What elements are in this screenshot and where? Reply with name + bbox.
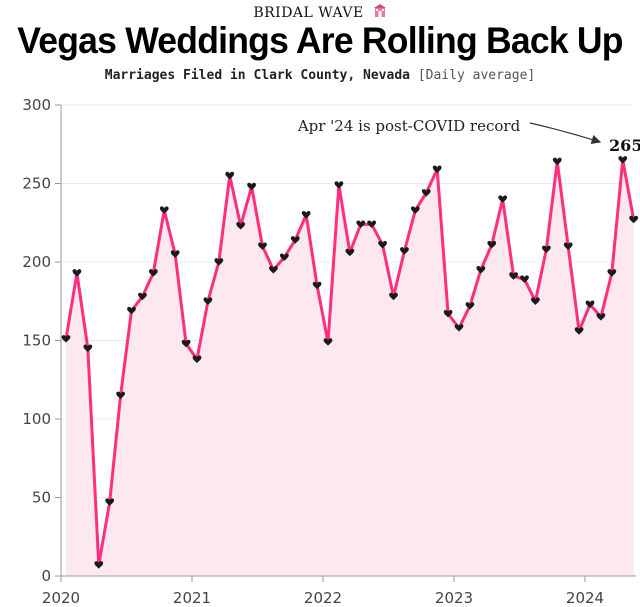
record-value-label: 265 (609, 136, 640, 155)
wedding-chapel-icon (373, 4, 387, 21)
y-tick-label: 200 (22, 253, 51, 271)
heart-marker (181, 339, 191, 348)
heart-marker (127, 306, 136, 315)
x-tick-label: 2021 (173, 589, 211, 607)
x-tick-label: 2023 (435, 589, 473, 607)
heart-marker (356, 220, 366, 229)
annotation-text: Apr '24 is post-COVID record (297, 117, 521, 135)
heart-marker (476, 266, 486, 274)
heart-marker (225, 171, 235, 180)
kicker: BRIDAL WAVE (0, 4, 640, 21)
heart-marker (367, 220, 377, 229)
heart-marker (509, 272, 518, 280)
heart-marker (400, 247, 409, 255)
heart-marker (378, 240, 387, 249)
x-tick-label: 2020 (42, 589, 80, 607)
axes: 0 50 100 150 200 250 300 2020 2021 2022 2023 2024 (22, 96, 636, 607)
heart-marker (629, 215, 639, 224)
y-tick-label: 0 (41, 567, 51, 585)
heart-marker (170, 250, 180, 258)
heart-marker (552, 157, 562, 166)
heart-marker (203, 297, 213, 305)
area-fill (66, 159, 634, 576)
heart-marker (312, 281, 322, 290)
heart-marker (465, 302, 475, 310)
heart-marker (596, 313, 606, 321)
heart-marker (269, 266, 278, 274)
y-tick-label: 150 (22, 332, 51, 350)
heart-marker (487, 240, 497, 249)
subtitle-main: Marriages Filed in Clark County, Nevada (104, 68, 410, 83)
heart-marker (94, 561, 104, 569)
heart-marker (116, 391, 125, 400)
heart-marker (247, 182, 256, 191)
heart-marker (345, 248, 355, 257)
heart-marker (454, 324, 464, 332)
heart-markers (61, 156, 639, 569)
chart-subtitle: Marriages Filed in Clark County, Nevada … (0, 68, 640, 83)
heart-marker (192, 355, 202, 364)
heart-marker (334, 181, 344, 189)
heart-marker (432, 165, 442, 174)
heart-marker (258, 242, 267, 250)
y-tick-label: 250 (22, 175, 51, 193)
y-tick-label: 100 (22, 410, 51, 428)
heart-marker (279, 253, 289, 261)
heart-marker (541, 245, 551, 254)
heart-marker (159, 206, 169, 214)
heart-marker (105, 498, 115, 506)
record-annotation: Apr '24 is post-COVID record 265 (297, 117, 640, 155)
heart-marker (498, 195, 508, 203)
area-path (66, 159, 634, 576)
heart-marker (563, 242, 573, 250)
heart-marker (421, 189, 431, 197)
heart-marker (138, 292, 147, 301)
heart-marker (236, 222, 246, 230)
annotation-arrow (529, 122, 602, 145)
x-tick-label: 2022 (304, 589, 342, 607)
heart-marker (323, 338, 333, 346)
heart-marker (585, 300, 595, 309)
heart-marker (410, 206, 420, 214)
heart-marker (607, 269, 617, 277)
heart-marker (148, 269, 158, 277)
heart-marker (214, 258, 224, 266)
y-tick-label: 300 (22, 96, 51, 114)
subtitle-note: [Daily average] (417, 68, 536, 83)
heart-marker (83, 344, 93, 353)
heart-marker (574, 327, 584, 335)
heart-marker (618, 156, 628, 164)
heart-marker (520, 275, 529, 283)
heart-marker (72, 269, 82, 277)
heart-marker (301, 211, 311, 219)
heart-marker (531, 297, 540, 305)
y-tick-label: 50 (32, 489, 51, 507)
kicker-text: BRIDAL WAVE (253, 5, 364, 21)
x-tick-label: 2024 (566, 589, 604, 607)
heart-marker (389, 292, 398, 301)
heart-marker (290, 236, 300, 244)
heart-marker (443, 309, 453, 318)
heart-marker (61, 335, 71, 343)
chart-title: Vegas Weddings Are Rolling Back Up (17, 20, 623, 61)
